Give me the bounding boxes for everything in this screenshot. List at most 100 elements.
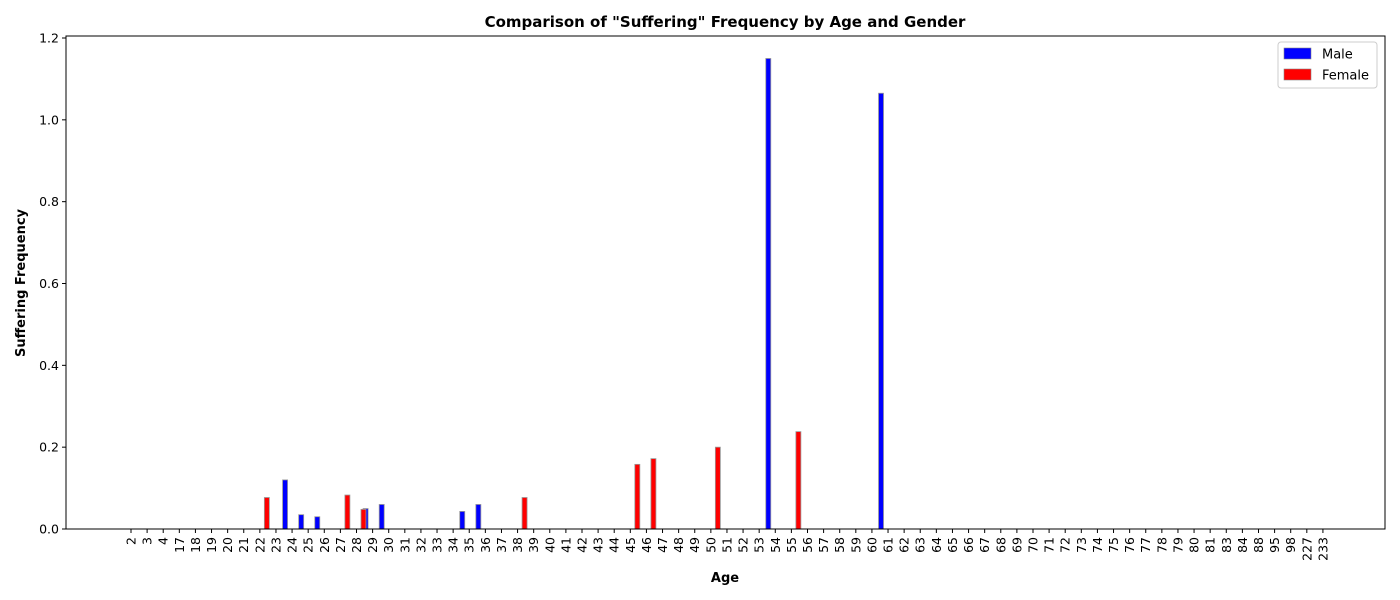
x-tick-label: 70 [1025,537,1040,553]
x-tick-label: 73 [1074,537,1089,553]
x-tick-label: 44 [607,537,622,553]
x-axis-label: Age [711,571,739,586]
x-tick-label: 55 [784,537,799,553]
x-tick-label: 233 [1315,537,1330,561]
y-tick-label: 1.0 [39,112,59,127]
bar-female-50 [714,446,721,530]
legend: Male Female [1277,41,1378,89]
chart-title: Comparison of "Suffering" Frequency by A… [485,13,966,31]
x-tick-label: 75 [1106,537,1121,553]
x-tick-label: 78 [1154,537,1169,553]
x-tick-label: 54 [768,537,783,553]
x-tick-label: 76 [1122,537,1137,553]
bar-female-27 [344,494,351,530]
x-tick-label: 80 [1187,537,1202,553]
x-tick-label: 95 [1267,537,1282,553]
x-tick-label: 24 [285,537,300,553]
y-tick-label: 0.6 [39,276,59,291]
bar-male-61 [878,92,884,530]
bar-female-46 [650,458,657,530]
x-tick-label: 61 [881,537,896,553]
bar-male-26 [314,516,321,530]
x-tick-label: 33 [430,537,445,553]
x-tick-label: 22 [252,537,267,553]
x-tick-label: 56 [800,537,815,553]
bar-male-30 [378,504,385,530]
x-tick-label: 29 [365,537,380,553]
bar-male-36 [475,504,482,530]
x-tick-label: 47 [655,537,670,553]
x-tick-label: 4 [156,537,171,545]
x-tick-label: 88 [1251,537,1266,553]
bar-female-55 [795,431,802,530]
x-tick-label: 35 [462,537,477,553]
x-tick-label: 17 [172,537,187,553]
bar-male-24 [282,479,288,530]
x-tick-label: 40 [542,537,557,553]
x-tick-label: 84 [1235,537,1250,553]
bar-female-38 [521,497,528,530]
legend-swatch-male [1283,47,1312,60]
bar-male-54 [765,58,772,530]
bars-layer [263,58,884,530]
x-axis: 2 3 4 17 18 19 20 21 22 23 24 25 26 27 28 29 30 31 32 33 34 3… [124,529,1330,561]
x-tick-label: 2 [124,537,139,545]
x-tick-label: 34 [446,537,461,553]
x-tick-label: 31 [397,537,412,553]
x-tick-label: 67 [977,537,992,553]
x-tick-label: 46 [639,537,654,553]
x-tick-label: 63 [913,537,928,553]
x-tick-label: 57 [816,537,831,553]
x-tick-label: 23 [268,537,283,553]
x-tick-label: 21 [236,537,251,553]
bar-female-45 [634,463,641,530]
legend-label-male: Male [1322,48,1353,63]
bar-female-22 [263,497,270,530]
x-tick-label: 72 [1058,537,1073,553]
x-tick-label: 28 [349,537,364,553]
y-tick-label: 0.2 [39,440,59,455]
bar-female-28 [360,508,367,530]
x-tick-label: 43 [591,537,606,553]
x-tick-label: 59 [848,537,863,553]
x-tick-label: 64 [929,537,944,553]
x-tick-label: 26 [317,537,332,553]
x-tick-label: 37 [494,537,509,553]
legend-swatch-female [1283,68,1312,81]
x-tick-label: 62 [897,537,912,553]
x-tick-label: 19 [204,537,219,553]
x-tick-label: 69 [1009,537,1024,553]
x-tick-label: 83 [1219,537,1234,553]
y-tick-label: 1.2 [39,31,59,46]
plot-frame [65,35,1386,530]
y-tick-label: 0.8 [39,194,59,209]
x-tick-label: 77 [1138,537,1153,553]
x-tick-label: 79 [1170,537,1185,553]
x-tick-label: 32 [413,537,428,553]
x-tick-label: 42 [574,537,589,553]
x-tick-label: 51 [719,537,734,553]
x-tick-label: 53 [752,537,767,553]
x-tick-label: 49 [687,537,702,553]
legend-label-female: Female [1322,69,1369,84]
x-tick-label: 66 [961,537,976,553]
x-tick-label: 20 [220,537,235,553]
x-tick-label: 38 [510,537,525,553]
x-tick-label: 30 [381,537,396,553]
bar-male-35 [459,511,466,530]
y-tick-label: 0.0 [39,522,59,537]
bar-male-25 [298,514,305,530]
x-tick-label: 68 [993,537,1008,553]
x-tick-label: 58 [832,537,847,553]
y-axis: 0.0 0.2 0.4 0.6 0.8 1.0 1.2 [39,31,66,537]
x-tick-label: 25 [301,537,316,553]
x-tick-label: 36 [478,537,493,553]
x-tick-label: 74 [1090,537,1105,553]
x-tick-label: 39 [526,537,541,553]
x-tick-label: 52 [736,537,751,553]
x-tick-label: 81 [1203,537,1218,553]
x-tick-label: 71 [1042,537,1057,553]
x-tick-label: 50 [703,537,718,553]
x-tick-label: 60 [864,537,879,553]
